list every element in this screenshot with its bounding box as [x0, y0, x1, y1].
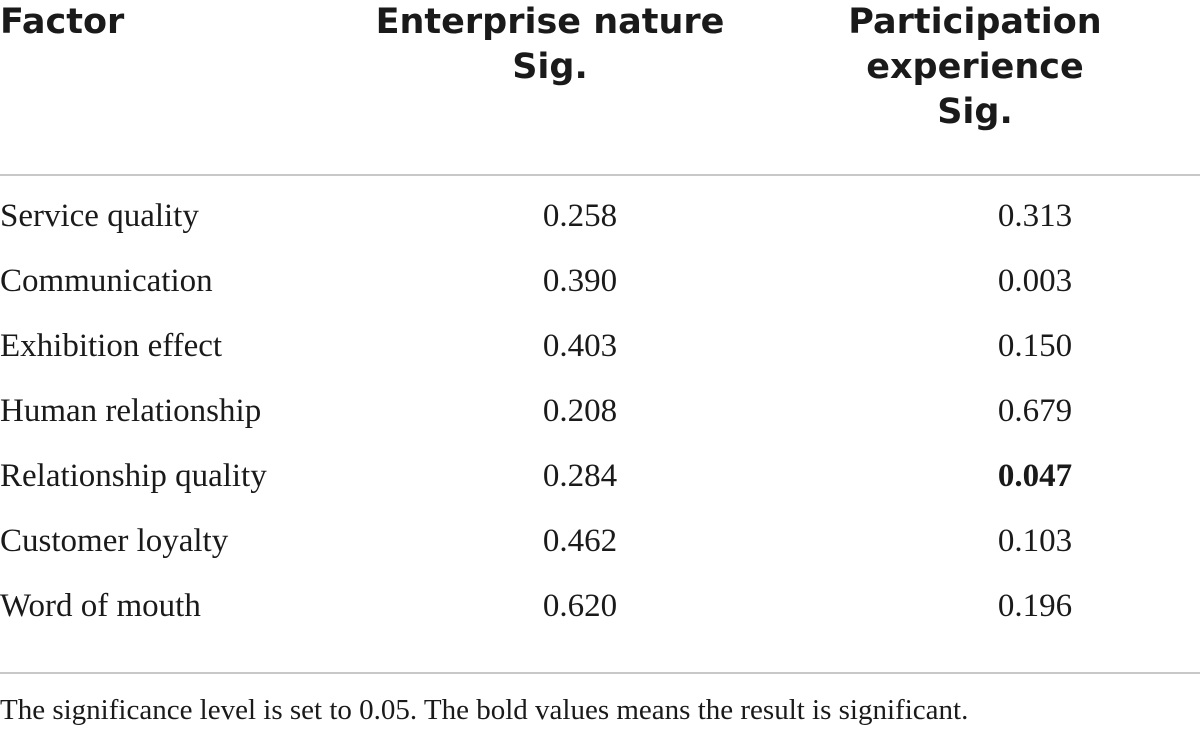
table-row: Exhibition effect 0.403 0.150: [0, 314, 1200, 379]
header-participation-line-1: Participation: [848, 2, 1102, 42]
header-enterprise-line-2: Sig.: [512, 47, 588, 87]
table-row: Customer loyalty 0.462 0.103: [0, 509, 1200, 574]
table-row: Relationship quality 0.284 0.047: [0, 444, 1200, 509]
header-enterprise-nature: Enterprise nature Sig.: [300, 0, 760, 160]
participation-sig-cell: 0.150: [997, 328, 1073, 364]
table-row: Service quality 0.258 0.313: [0, 160, 1200, 249]
enterprise-sig-cell: 0.403: [542, 328, 618, 364]
header-enterprise-line-1: Enterprise nature: [375, 2, 725, 42]
enterprise-sig-cell: 0.284: [542, 458, 618, 494]
participation-sig-cell: 0.679: [997, 393, 1073, 429]
participation-sig-cell: 0.313: [997, 198, 1073, 234]
header-participation-line-2: experience: [866, 47, 1084, 87]
header-factor: Factor: [0, 2, 125, 42]
factor-cell: Customer loyalty: [0, 523, 229, 559]
significance-table: Factor Enterprise nature Sig. Participat…: [0, 0, 1200, 639]
factor-cell: Word of mouth: [0, 588, 201, 624]
table-footnote: The significance level is set to 0.05. T…: [0, 694, 969, 726]
table-row: Word of mouth 0.620 0.196: [0, 574, 1200, 639]
table-row: Human relationship 0.208 0.679: [0, 379, 1200, 444]
participation-sig-cell: 0.196: [997, 588, 1073, 624]
participation-sig-cell: 0.103: [997, 523, 1073, 559]
factor-cell: Communication: [0, 263, 213, 299]
header-divider: [0, 174, 1200, 176]
enterprise-sig-cell: 0.462: [542, 523, 618, 559]
table-header: Factor Enterprise nature Sig. Participat…: [0, 0, 1200, 160]
factor-cell: Service quality: [0, 198, 199, 234]
header-participation-experience: Participation experience Sig.: [760, 0, 1200, 160]
table-body: Service quality 0.258 0.313 Communicatio…: [0, 160, 1200, 639]
enterprise-sig-cell: 0.258: [542, 198, 618, 234]
header-participation-line-3: Sig.: [937, 92, 1013, 132]
factor-cell: Relationship quality: [0, 458, 267, 494]
table-row: Communication 0.390 0.003: [0, 249, 1200, 314]
factor-cell: Exhibition effect: [0, 328, 223, 364]
factor-cell: Human relationship: [0, 393, 262, 429]
participation-sig-cell: 0.003: [997, 263, 1073, 299]
participation-sig-cell: 0.047: [997, 458, 1073, 494]
table-bottom-divider: [0, 672, 1200, 674]
enterprise-sig-cell: 0.208: [542, 393, 618, 429]
enterprise-sig-cell: 0.390: [542, 263, 618, 299]
enterprise-sig-cell: 0.620: [542, 588, 618, 624]
